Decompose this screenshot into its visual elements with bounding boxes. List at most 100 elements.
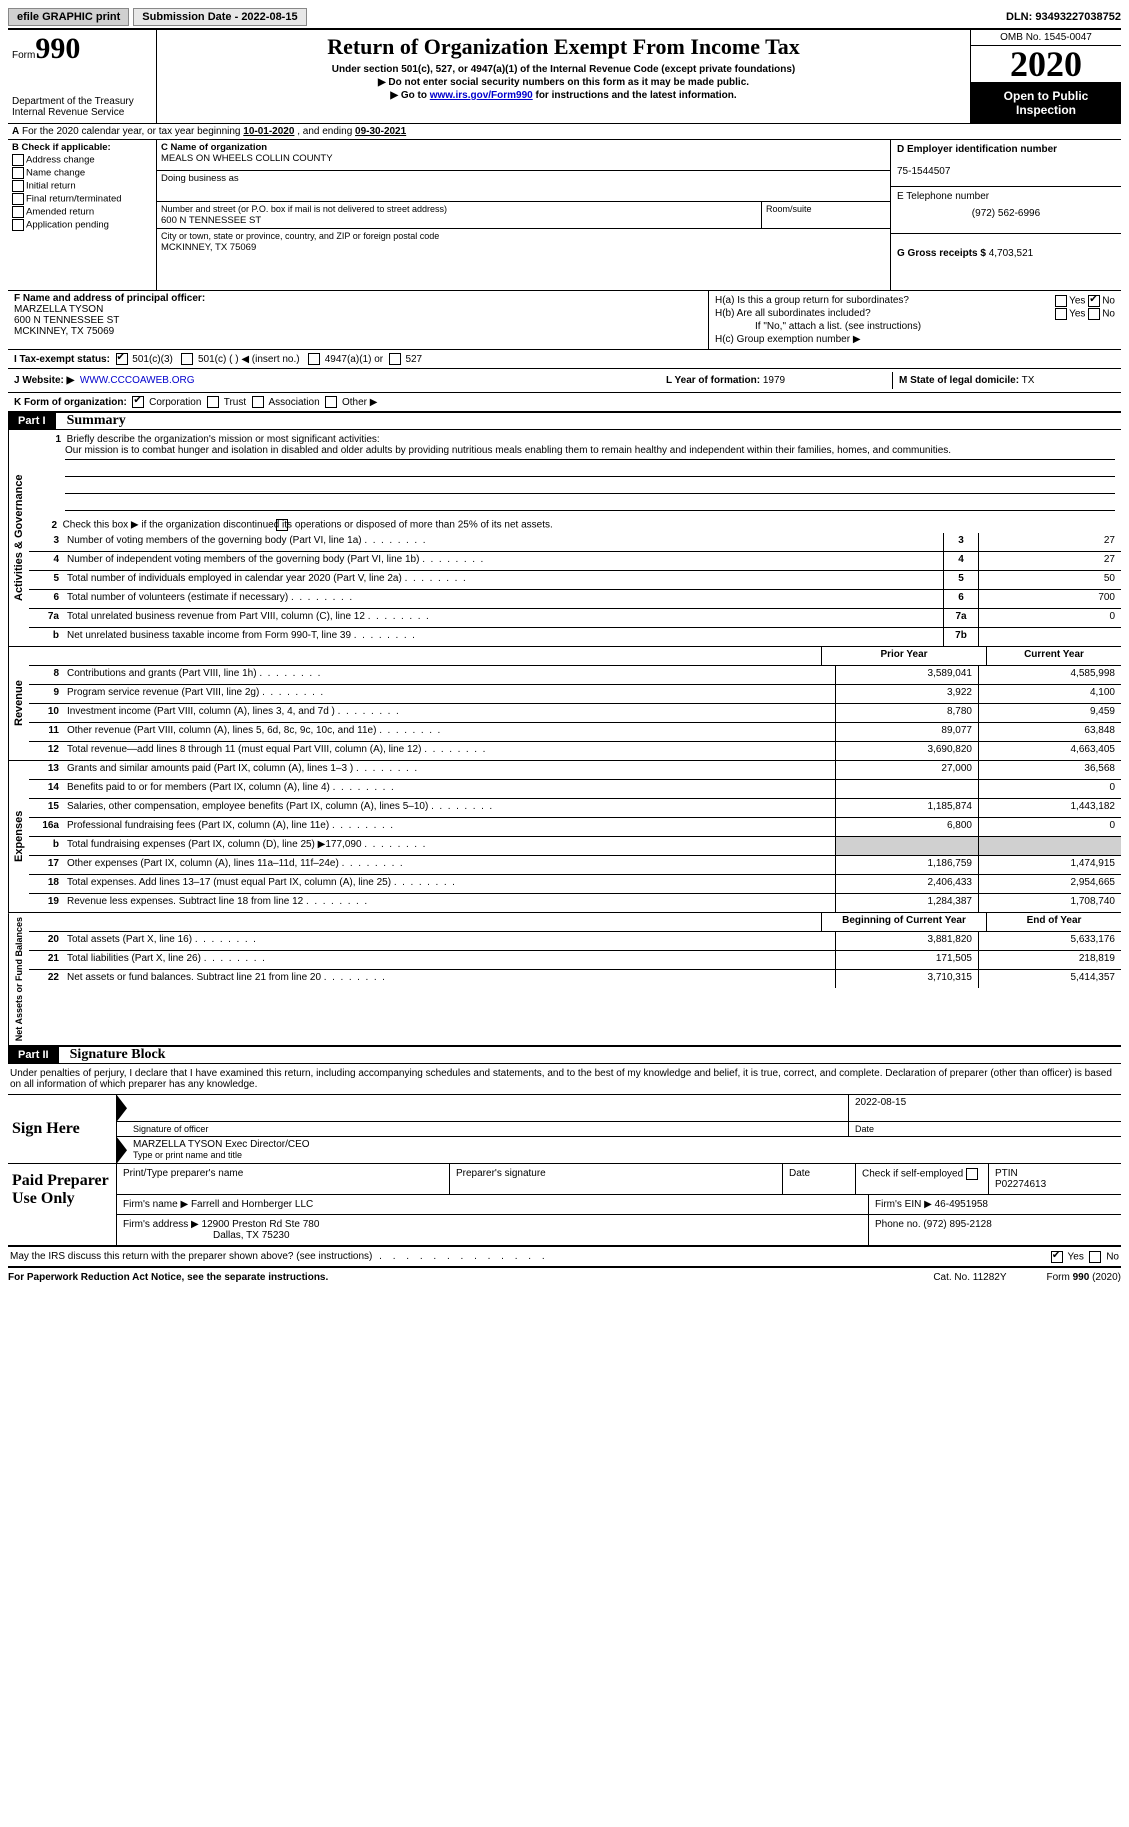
cb-discuss-no[interactable] [1089,1251,1101,1263]
part2-num: Part II [8,1047,59,1063]
line-j: J Website: ▶ WWW.CCCOAWEB.ORG L Year of … [8,369,1121,393]
cb-application-pending[interactable]: Application pending [12,219,152,231]
cb-trust[interactable] [207,396,219,408]
dept-label: Department of the Treasury Internal Reve… [12,96,152,118]
side-expenses: Expenses [8,761,29,912]
cb-address-change[interactable]: Address change [12,154,152,166]
footer: For Paperwork Reduction Act Notice, see … [8,1268,1121,1283]
gross-cell: G Gross receipts $ 4,703,521 [891,234,1121,290]
top-bar: efile GRAPHIC print Submission Date - 20… [8,8,1121,26]
table-row: 8Contributions and grants (Part VIII, li… [29,665,1121,684]
col-begin: Beginning of Current Year [821,913,986,931]
cb-corp[interactable] [132,396,144,408]
discuss-row: May the IRS discuss this return with the… [8,1247,1121,1268]
sig-officer-label: Signature of officer [127,1122,848,1136]
part1-title: Summary [59,413,126,429]
sign-here-label: Sign Here [8,1095,117,1163]
table-row: 5Total number of individuals employed in… [29,570,1121,589]
cb-initial-return[interactable]: Initial return [12,180,152,192]
cb-discuss-yes[interactable] [1051,1251,1063,1263]
gross-receipts: 4,703,521 [989,248,1034,259]
cb-4947[interactable] [308,353,320,365]
website-link[interactable]: WWW.CCCOAWEB.ORG [80,375,195,386]
phone-cell: E Telephone number (972) 562-6996 [891,187,1121,234]
line-2: 2 Check this box ▶ if the organization d… [29,515,1121,533]
firm-phone: (972) 895-2128 [923,1219,991,1230]
part1-header-row: Part I Summary [8,413,1121,430]
section-expenses: Expenses 13Grants and similar amounts pa… [8,761,1121,913]
pp-ptin: PTINP02274613 [989,1164,1121,1194]
line-a: A For the 2020 calendar year, or tax yea… [8,124,1121,140]
cb-name-change[interactable]: Name change [12,167,152,179]
table-row: 3Number of voting members of the governi… [29,533,1121,551]
form-title: Return of Organization Exempt From Incom… [161,34,966,60]
cb-527[interactable] [389,353,401,365]
irs-link[interactable]: www.irs.gov/Form990 [430,90,533,101]
cb-501c[interactable] [181,353,193,365]
dln: DLN: 93493227038752 [1006,11,1121,23]
mission-text: Our mission is to combat hunger and isol… [65,445,1115,460]
table-row: 19Revenue less expenses. Subtract line 1… [29,893,1121,912]
ein: 75-1544507 [897,166,950,177]
col-header-row: Prior Year Current Year [29,647,1121,665]
table-row: bNet unrelated business taxable income f… [29,627,1121,646]
firm-addr2: Dallas, TX 75230 [213,1230,290,1241]
side-governance: Activities & Governance [8,430,29,646]
sig-intro: Under penalties of perjury, I declare th… [8,1064,1121,1095]
box-b: B Check if applicable: Address change Na… [8,140,157,290]
col-end: End of Year [986,913,1121,931]
org-name-cell: C Name of organization MEALS ON WHEELS C… [157,140,890,171]
table-row: 13Grants and similar amounts paid (Part … [29,761,1121,779]
cb-assoc[interactable] [252,396,264,408]
paid-preparer-block: Paid Preparer Use Only Print/Type prepar… [8,1164,1121,1247]
line-l: L Year of formation: 1979 [660,372,893,389]
firm-addr1: 12900 Preston Rd Ste 780 [202,1219,320,1230]
typed-name: MARZELLA TYSON Exec Director/CEO [133,1139,310,1150]
section-governance: Activities & Governance 1 Briefly descri… [8,430,1121,647]
side-netassets: Net Assets or Fund Balances [8,913,29,1045]
col-header-row-net: Beginning of Current Year End of Year [29,913,1121,931]
cb-other[interactable] [325,396,337,408]
cat-no: Cat. No. 11282Y [933,1272,1006,1283]
block-bcdeg: B Check if applicable: Address change Na… [8,140,1121,291]
dba-cell: Doing business as [157,171,890,202]
org-name: MEALS ON WHEELS COLLIN COUNTY [161,153,333,164]
part1-num: Part I [8,413,56,429]
paid-preparer-label: Paid Preparer Use Only [8,1164,117,1245]
paperwork-notice: For Paperwork Reduction Act Notice, see … [8,1272,328,1283]
city-cell: City or town, state or province, country… [157,229,890,259]
sub1: Under section 501(c), 527, or 4947(a)(1)… [161,64,966,75]
table-row: 21Total liabilities (Part X, line 26)171… [29,950,1121,969]
sign-here-row: Sign Here 2022-08-15 Signature of office… [8,1095,1121,1164]
ein-cell: D Employer identification number 75-1544… [891,140,1121,187]
cb-final-return[interactable]: Final return/terminated [12,193,152,205]
header-right: OMB No. 1545-0047 2020 Open to Public In… [970,30,1121,123]
side-revenue: Revenue [8,647,29,760]
form-header: Form990 Department of the Treasury Inter… [8,28,1121,124]
table-row: 10Investment income (Part VIII, column (… [29,703,1121,722]
cb-501c3[interactable] [116,353,128,365]
table-row: 20Total assets (Part X, line 16)3,881,82… [29,931,1121,950]
sub2: Do not enter social security numbers on … [161,77,966,88]
cb-discontinued[interactable] [276,519,288,531]
part2-title: Signature Block [62,1047,166,1063]
table-row: 17Other expenses (Part IX, column (A), l… [29,855,1121,874]
block-fh: F Name and address of principal officer:… [8,291,1121,350]
table-row: bTotal fundraising expenses (Part IX, co… [29,836,1121,855]
submission-btn[interactable]: Submission Date - 2022-08-15 [133,8,306,26]
pp-date: Date [783,1164,856,1194]
table-row: 4Number of independent voting members of… [29,551,1121,570]
signature-block: Under penalties of perjury, I declare th… [8,1064,1121,1268]
efile-btn[interactable]: efile GRAPHIC print [8,8,129,26]
cb-self-employed[interactable] [966,1168,978,1180]
cb-amended-return[interactable]: Amended return [12,206,152,218]
pp-name: Print/Type preparer's name [117,1164,450,1194]
col-current: Current Year [986,647,1121,665]
table-row: 9Program service revenue (Part VIII, lin… [29,684,1121,703]
table-row: 16aProfessional fundraising fees (Part I… [29,817,1121,836]
addr-cell: Number and street (or P.O. box if mail i… [157,202,890,229]
form-footer: Form 990 (2020) [1047,1272,1121,1283]
box-f: F Name and address of principal officer:… [8,291,708,349]
table-row: 22Net assets or fund balances. Subtract … [29,969,1121,988]
pp-check: Check if self-employed [856,1164,989,1194]
